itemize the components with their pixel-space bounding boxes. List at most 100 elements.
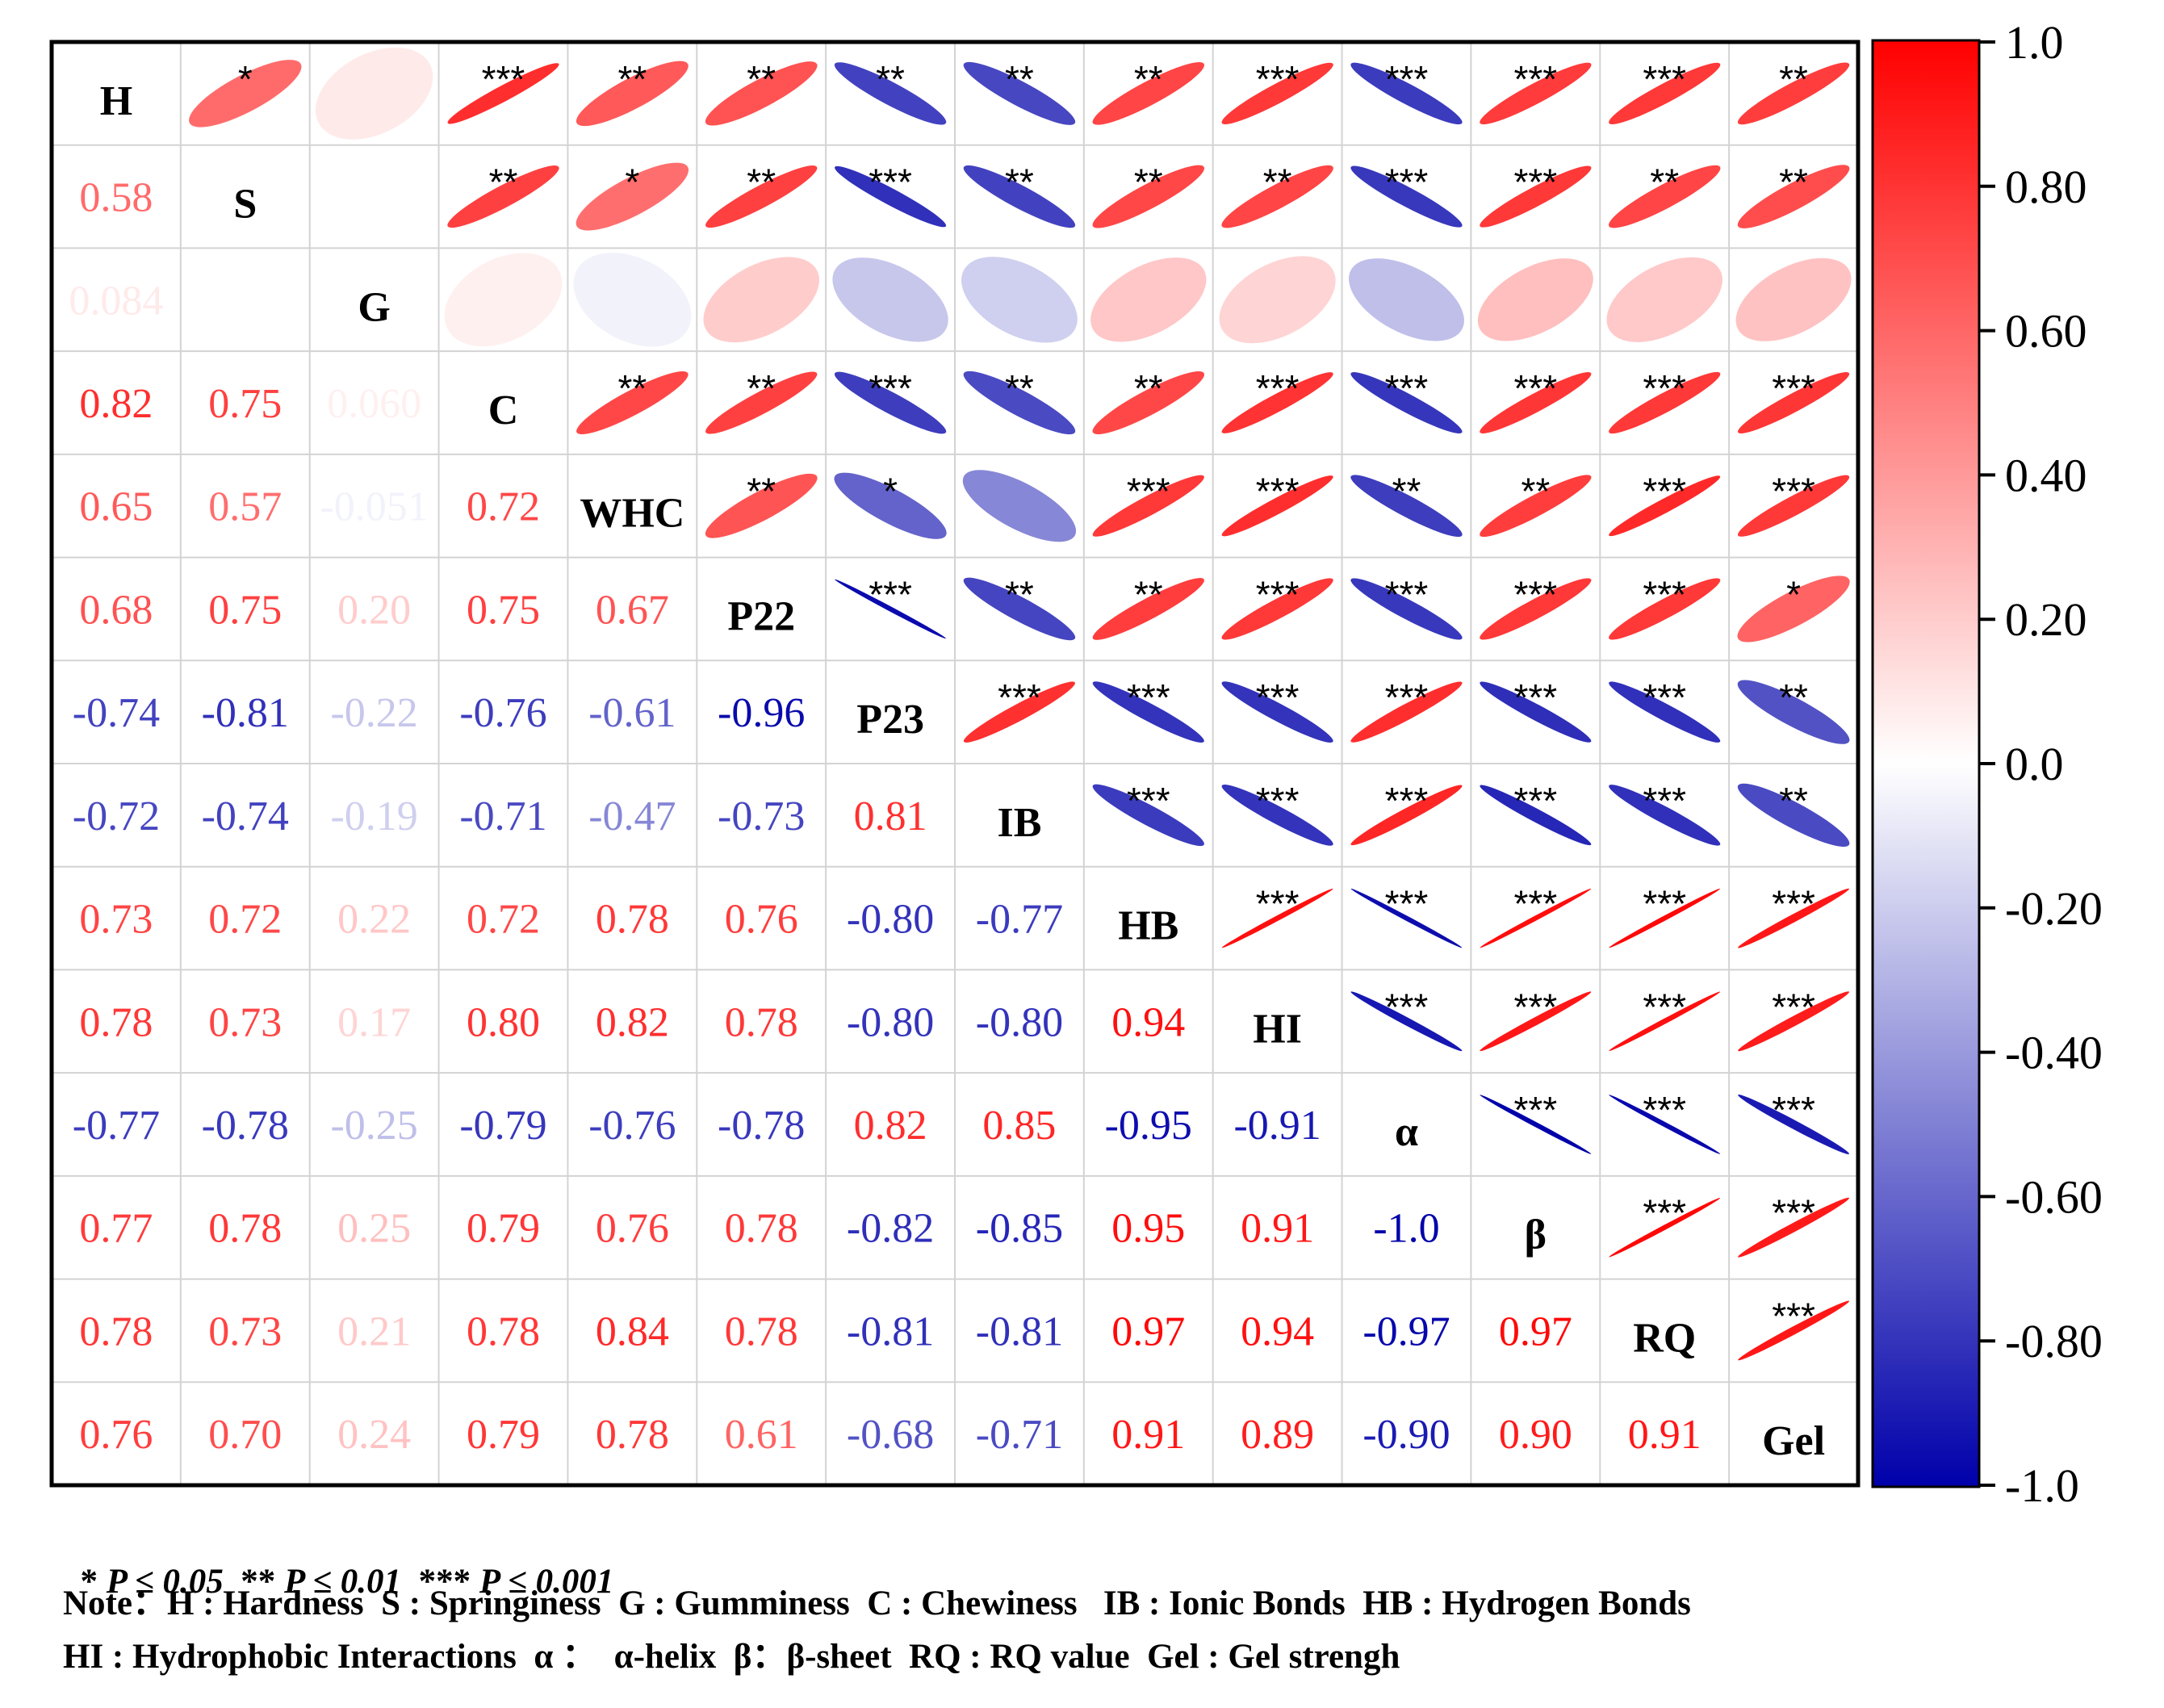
- correlation-ellipse: [1477, 258, 1593, 341]
- correlation-value: 0.24: [337, 1412, 411, 1458]
- correlation-ellipse: [1350, 991, 1463, 1052]
- correlation-value: -0.19: [330, 793, 417, 839]
- correlation-ellipse: [1480, 165, 1592, 228]
- sig3-condition: P ≤ 0.001: [479, 1563, 614, 1601]
- significance-stars: ***: [1256, 883, 1300, 925]
- significance-stars: ***: [1127, 780, 1170, 822]
- colorbar-tick-label: 1.0: [2005, 16, 2064, 69]
- correlation-ellipse: [961, 257, 1078, 343]
- correlation-value: 0.61: [725, 1412, 798, 1458]
- correlation-ellipse: [834, 62, 947, 125]
- correlation-value: 0.73: [208, 1308, 282, 1354]
- correlation-ellipse: [576, 61, 689, 127]
- significance-stars: ***: [1385, 883, 1429, 925]
- variable-label: S: [233, 182, 257, 228]
- significance-stars: ***: [1513, 573, 1557, 615]
- correlation-value: 0.72: [467, 484, 540, 530]
- correlation-ellipse: [1221, 62, 1333, 124]
- significance-stars: ***: [869, 573, 912, 615]
- correlation-ellipse: [963, 370, 1076, 435]
- correlation-ellipse: [1609, 888, 1721, 948]
- variable-label: RQ: [1633, 1315, 1696, 1361]
- significance-stars: ***: [1643, 58, 1686, 100]
- significance-stars: ***: [1513, 986, 1557, 1028]
- correlation-value: -0.85: [976, 1206, 1063, 1252]
- correlation-value: 0.67: [596, 587, 669, 633]
- significance-stars: ***: [1385, 161, 1429, 203]
- significance-stars: **: [1779, 161, 1808, 203]
- significance-stars: ***: [1513, 1089, 1557, 1131]
- significance-stars: ***: [1256, 58, 1300, 100]
- correlation-ellipse: [1609, 578, 1721, 640]
- correlation-value: -0.80: [847, 897, 934, 943]
- significance-stars: ***: [1256, 573, 1300, 615]
- correlation-ellipse: [963, 61, 1076, 125]
- correlation-ellipse: [1738, 888, 1849, 948]
- correlation-ellipse: [1609, 1197, 1721, 1258]
- correlation-ellipse: [315, 47, 433, 140]
- correlation-value: 0.89: [1241, 1412, 1314, 1458]
- significance-stars: ***: [1385, 58, 1429, 100]
- correlation-value: -0.78: [202, 1103, 289, 1149]
- correlation-value: -0.22: [330, 690, 417, 736]
- correlation-value: 0.73: [208, 999, 282, 1045]
- correlation-value: 0.73: [79, 897, 153, 943]
- correlation-ellipse: [963, 681, 1075, 743]
- correlation-value: 0.97: [1111, 1308, 1185, 1354]
- significance-stars: **: [747, 367, 776, 409]
- correlation-value: 0.76: [725, 897, 798, 943]
- correlation-value: 0.79: [467, 1206, 540, 1252]
- significance-stars: ***: [482, 58, 525, 100]
- significance-stars: ***: [998, 676, 1041, 718]
- correlation-ellipse: [1609, 475, 1721, 537]
- significance-stars: ***: [1643, 883, 1686, 925]
- correlation-ellipse: [1221, 372, 1333, 433]
- correlation-ellipse: [1737, 783, 1850, 847]
- sig3-stars: ***: [418, 1563, 471, 1601]
- correlation-ellipse: [1350, 475, 1463, 538]
- significance-stars: **: [747, 471, 776, 513]
- correlation-value: -0.71: [459, 793, 546, 839]
- significance-stars: *: [625, 161, 639, 203]
- correlation-value: -0.90: [1362, 1412, 1450, 1458]
- correlation-value: 0.82: [79, 381, 153, 427]
- variable-label: Gel: [1762, 1418, 1825, 1464]
- correlation-value: 0.94: [1111, 999, 1185, 1045]
- correlation-value: -0.95: [1105, 1103, 1192, 1149]
- correlation-ellipse: [1350, 578, 1463, 640]
- significance-stars: ***: [1256, 471, 1300, 513]
- correlation-value: 0.78: [208, 1206, 282, 1252]
- colorbar-tick-label: 0.40: [2005, 449, 2087, 501]
- correlation-value: 0.060: [327, 381, 421, 427]
- correlation-value: 0.78: [79, 1308, 153, 1354]
- significance-stars: **: [617, 367, 647, 409]
- correlation-value: 0.78: [725, 999, 798, 1045]
- correlation-ellipse: [1738, 1197, 1849, 1258]
- significance-stars: **: [1134, 367, 1163, 409]
- correlation-value: -0.72: [73, 793, 160, 839]
- correlation-ellipse: [1609, 1095, 1721, 1154]
- significance-stars: ***: [1643, 1192, 1686, 1234]
- correlation-ellipse: [1092, 371, 1205, 434]
- colorbar-tick-label: 0.20: [2005, 593, 2087, 646]
- colorbar-tick-label: -0.80: [2005, 1315, 2103, 1367]
- correlation-value: 0.78: [725, 1206, 798, 1252]
- correlation-ellipse: [1221, 785, 1333, 846]
- correlation-ellipse: [1738, 991, 1849, 1052]
- significance-stars: ***: [1385, 780, 1429, 822]
- significance-stars: ***: [1772, 883, 1815, 925]
- significance-stars: **: [1005, 58, 1034, 100]
- correlation-ellipse: [1092, 475, 1204, 537]
- correlation-value: -0.77: [976, 897, 1063, 943]
- correlation-ellipse: [963, 577, 1076, 641]
- significance-stars: ***: [1385, 367, 1429, 409]
- correlation-ellipse: [834, 472, 947, 539]
- correlation-ellipse: [1090, 257, 1207, 342]
- significance-stars: ***: [1513, 676, 1557, 718]
- correlation-ellipse: [1092, 681, 1204, 743]
- correlation-value: 0.78: [79, 999, 153, 1045]
- significance-stars: *: [238, 58, 253, 100]
- significance-stars: ***: [1513, 161, 1557, 203]
- correlation-value: 0.75: [467, 587, 540, 633]
- significance-stars: **: [747, 58, 776, 100]
